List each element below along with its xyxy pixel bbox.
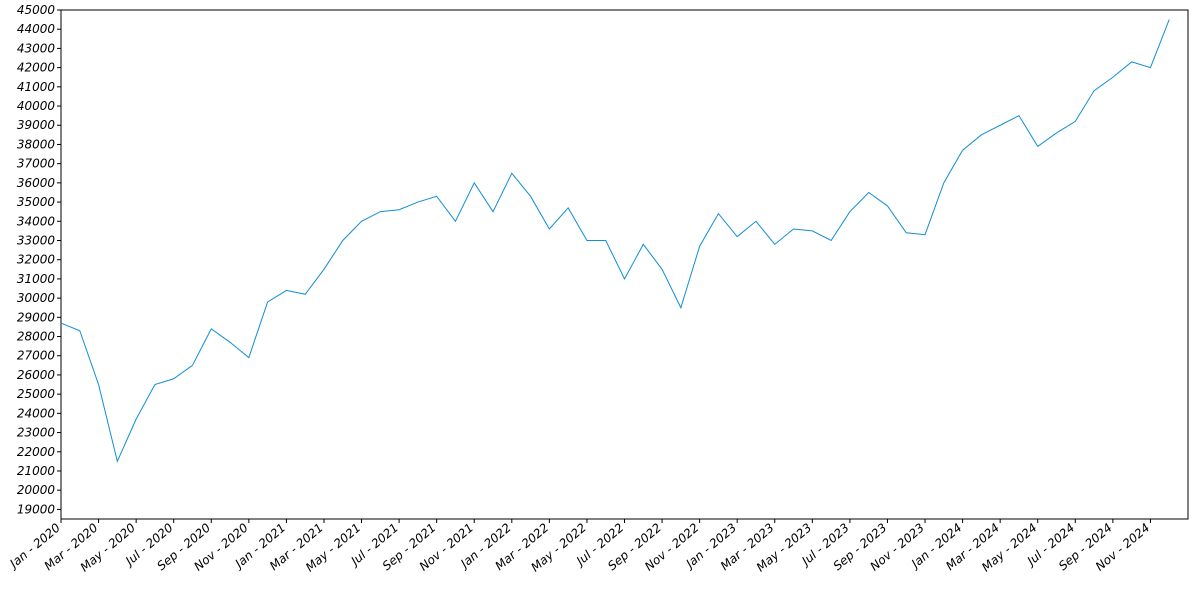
y-tick-label: 28000: [17, 330, 56, 344]
y-tick-label: 31000: [17, 272, 56, 286]
y-tick-label: 24000: [17, 406, 56, 420]
y-tick-label: 27000: [17, 349, 56, 363]
plot-frame: [60, 9, 1189, 520]
y-tick-label: 32000: [17, 253, 56, 267]
y-tick-label: 39000: [17, 118, 56, 132]
y-tick-label: 22000: [17, 445, 56, 459]
y-tick-label: 42000: [17, 61, 56, 75]
y-tick-label: 26000: [17, 368, 56, 382]
y-tick-label: 37000: [17, 157, 56, 171]
y-tick-label: 21000: [17, 464, 56, 478]
y-tick-label: 38000: [17, 137, 56, 151]
y-tick-label: 19000: [17, 502, 56, 516]
y-tick-label: 35000: [17, 195, 56, 209]
y-tick-label: 33000: [17, 233, 56, 247]
y-tick-label: 30000: [17, 291, 56, 305]
y-tick-label: 20000: [17, 483, 56, 497]
y-tick-label: 45000: [17, 3, 56, 17]
series-line: [60, 19, 1170, 463]
y-tick-label: 43000: [17, 41, 56, 55]
y-tick-label: 36000: [17, 176, 56, 190]
y-tick-label: 41000: [17, 80, 56, 94]
y-tick-label: 25000: [17, 387, 56, 401]
y-tick-label: 44000: [17, 22, 56, 36]
y-tick-label: 34000: [17, 214, 56, 228]
y-tick-label: 29000: [17, 310, 56, 324]
y-tick-label: 40000: [17, 99, 56, 113]
y-tick-label: 23000: [17, 426, 56, 440]
